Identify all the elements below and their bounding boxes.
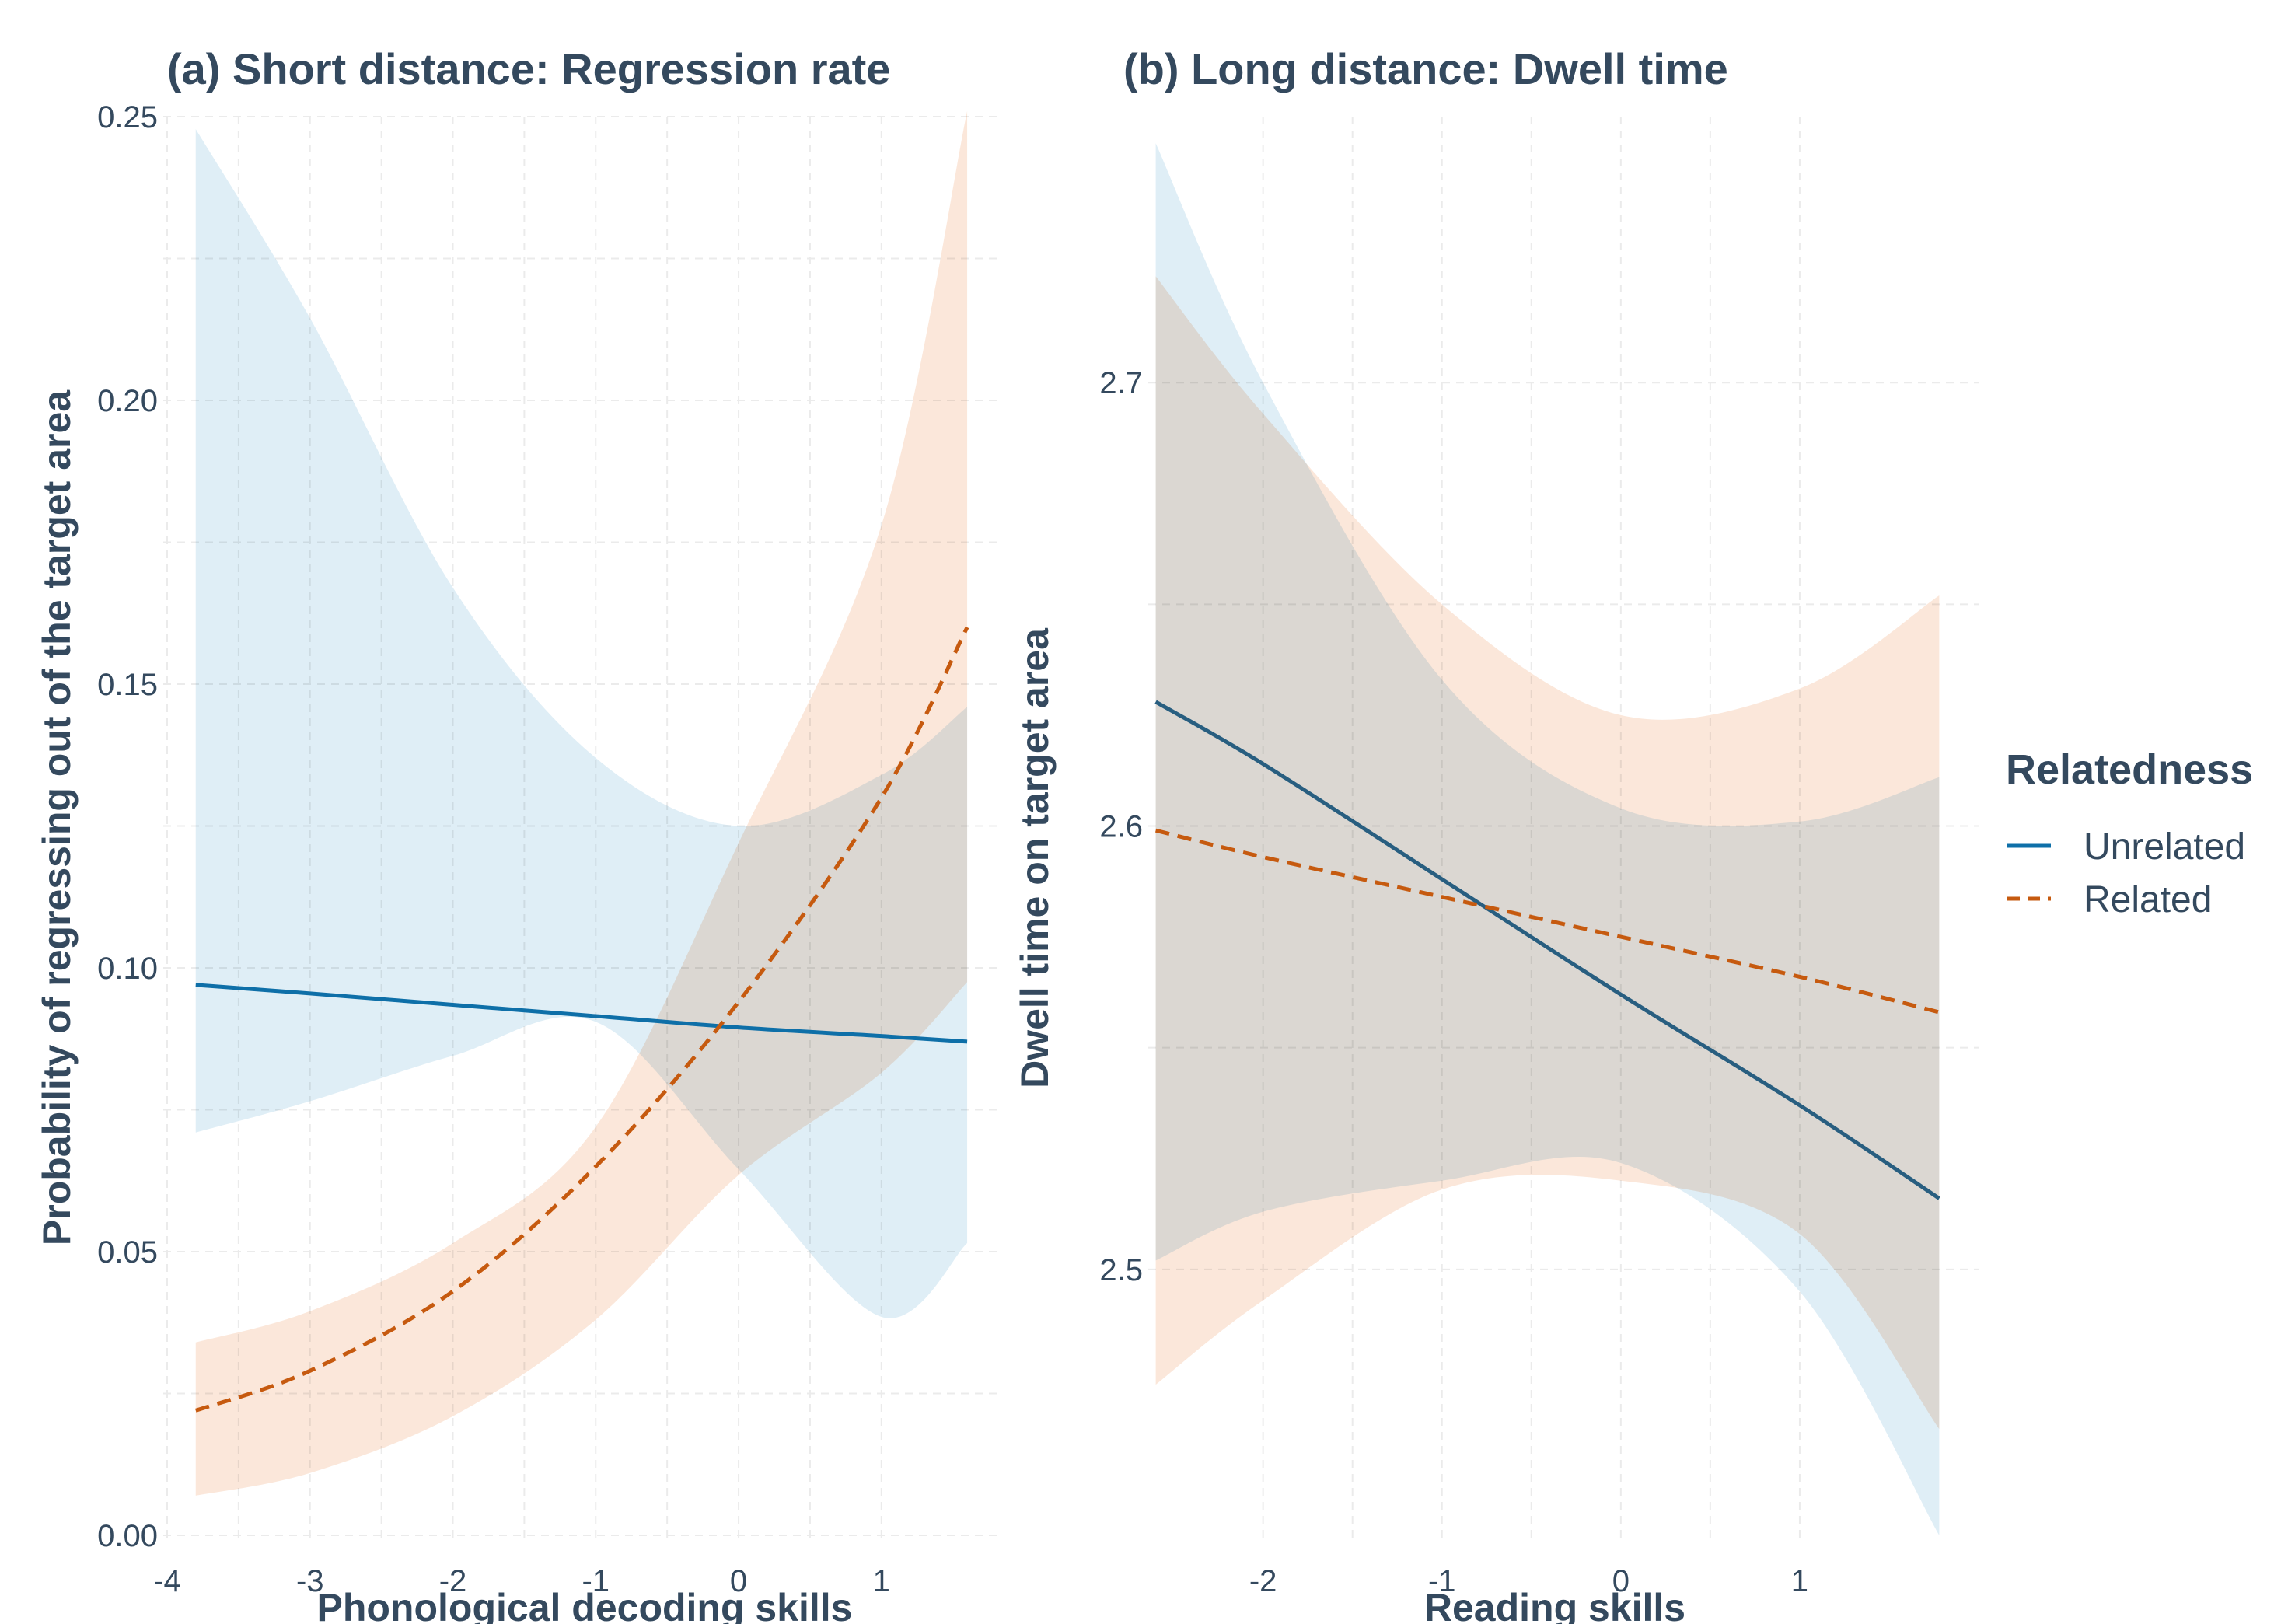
panel-a-x-tick-label: 0 — [730, 1564, 747, 1598]
panel-a-y-tick-label: 0.25 — [97, 100, 158, 134]
panel-b-x-tick-label: 1 — [1791, 1564, 1808, 1598]
panel-a-y-tick-label: 0.00 — [97, 1519, 158, 1553]
legend-title: Relatedness — [2006, 746, 2253, 793]
legend-label-related: Related — [2084, 879, 2212, 920]
panel-a-y-tick-label: 0.10 — [97, 952, 158, 986]
panel-a-line-unrelated — [195, 983, 968, 1044]
panel-b-y-axis-title: Dwell time on target area — [1013, 627, 1057, 1088]
panel-b-line-related — [1154, 828, 1940, 1015]
panel-b-ticks: -2 -1 0 1 2.5 2.6 2.7 — [1099, 366, 1808, 1598]
panel-a-y-tick-label: 0.15 — [97, 668, 158, 702]
panel-a-x-tick-label: -3 — [296, 1564, 324, 1598]
panel-a-bands — [195, 110, 968, 1496]
panel-a-x-tick-label: 1 — [873, 1564, 890, 1598]
panel-b-y-tick-label: 2.7 — [1099, 366, 1143, 400]
panel-b-title: (b) Long distance: Dwell time — [1123, 44, 1728, 93]
panel-a-x-tick-label: -1 — [582, 1564, 610, 1598]
panel-a-y-axis-title: Probability of regressing out of the tar… — [35, 389, 79, 1245]
panel-b-x-tick-label: -2 — [1249, 1564, 1277, 1598]
panel-b-x-axis-title: Reading skills — [1424, 1586, 1685, 1624]
panel-b-y-tick-label: 2.6 — [1099, 810, 1143, 844]
panel-b-band-related — [1155, 276, 1940, 1430]
panel-a-x-axis-title: Phonological decoding skills — [317, 1586, 853, 1624]
panel-a: -4 -3 -2 -1 0 1 0.00 0.05 0.10 0.15 0.20 0.25 (a) S… — [35, 44, 1003, 1624]
panel-a-title: (a) Short distance: Regression rate — [167, 44, 890, 93]
panel-a-y-tick-label: 0.20 — [97, 384, 158, 418]
panel-b-bands — [1155, 143, 1940, 1535]
panel-a-band-related — [195, 110, 968, 1496]
panel-a-ticks: -4 -3 -2 -1 0 1 0.00 0.05 0.10 0.15 0.20 0.25 — [97, 100, 890, 1598]
panel-a-x-tick-label: -4 — [153, 1564, 181, 1598]
legend: Relatedness Unrelated Related — [2006, 746, 2253, 920]
legend-label-unrelated: Unrelated — [2084, 826, 2245, 868]
panel-b-x-tick-label: 0 — [1612, 1564, 1630, 1598]
panel-a-lines — [194, 626, 969, 1413]
panel-a-line-related — [194, 626, 969, 1413]
panel-b-y-tick-label: 2.5 — [1099, 1253, 1143, 1287]
panel-b-lines — [1154, 700, 1940, 1200]
panel-b: -2 -1 0 1 2.5 2.6 2.7 (b) Long distance: Dwell… — [1013, 44, 1979, 1624]
panel-b-line-unrelated — [1154, 700, 1940, 1200]
panel-b-x-tick-label: -1 — [1428, 1564, 1456, 1598]
panel-a-y-tick-label: 0.05 — [97, 1235, 158, 1270]
panel-a-x-tick-label: -2 — [439, 1564, 467, 1598]
